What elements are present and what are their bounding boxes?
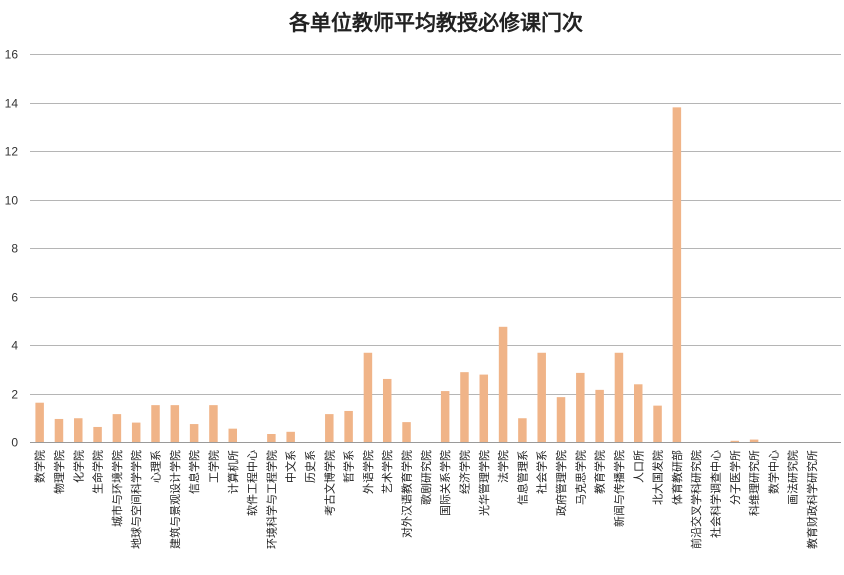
bar (344, 410, 353, 442)
bar (228, 428, 237, 442)
x-tick-label: 计算机所 (226, 450, 240, 494)
x-tick-label: 北大国发院 (651, 450, 665, 505)
y-axis-tick-labels: 0 2 4 6 8 10 12 14 16 (5, 48, 19, 450)
x-tick-label: 分子医学所 (728, 450, 742, 505)
x-tick-label: 地球与空间科学学院 (129, 450, 143, 549)
bar (672, 107, 682, 442)
bar (653, 405, 662, 443)
x-tick-label: 教育财政科学研究所 (805, 450, 819, 549)
x-tick-label: 体育教研部 (670, 450, 684, 505)
y-tick-label: 2 (11, 388, 18, 402)
x-tick-label: 歌剧研究院 (419, 450, 433, 505)
bar (634, 384, 643, 442)
bar (440, 391, 450, 442)
x-tick-label: 城市与环境学院 (110, 450, 124, 527)
y-tick-label: 6 (11, 291, 18, 305)
x-tick-label: 信息管理系 (515, 450, 529, 505)
x-tick-label: 国际关系学院 (438, 450, 452, 516)
y-tick-label: 4 (11, 339, 18, 353)
bar (151, 405, 160, 442)
bar (614, 352, 624, 442)
bar (749, 439, 759, 442)
x-tick-label: 心理系 (150, 450, 163, 483)
x-tick-label: 生命学院 (91, 450, 105, 494)
bar (460, 372, 469, 442)
chart-title: 各单位教师平均教授必修课门次 (288, 11, 583, 35)
x-tick-label: 数学中心 (766, 450, 780, 494)
bar (595, 389, 604, 442)
x-tick-label: 前沿交叉学科研究院 (689, 450, 703, 549)
bar (363, 352, 373, 442)
y-tick-label: 0 (11, 436, 18, 450)
x-tick-label: 画法研究院 (786, 450, 800, 505)
x-tick-label: 软件工程中心 (245, 450, 259, 516)
x-tick-label: 政府管理学院 (554, 450, 568, 516)
x-tick-label: 物理学院 (52, 450, 66, 494)
bar (170, 405, 180, 442)
bar (35, 402, 44, 442)
x-tick-label: 中文系 (284, 450, 298, 483)
x-tick-label: 环境科学与工程学院 (264, 450, 278, 549)
bar (131, 422, 141, 442)
bar (556, 397, 566, 442)
bar (537, 352, 546, 442)
x-tick-label: 法学院 (496, 450, 510, 483)
y-tick-label: 10 (5, 194, 19, 208)
x-tick-label: 马克思学院 (573, 450, 587, 505)
bar (112, 414, 122, 442)
bar (267, 434, 276, 442)
x-tick-label: 社会科学调查中心 (708, 450, 722, 538)
bar (730, 440, 740, 442)
x-tick-label: 社会学系 (535, 450, 549, 494)
y-tick-label: 8 (11, 242, 18, 256)
x-tick-label: 教育学院 (593, 450, 607, 494)
x-tick-label: 工学院 (206, 450, 220, 483)
x-tick-label: 光华管理学院 (477, 450, 491, 516)
bar (54, 418, 64, 442)
x-tick-label: 外语学院 (361, 450, 375, 494)
x-tick-label: 对外汉语教育学院 (400, 450, 414, 538)
bar (209, 405, 218, 442)
bar (189, 424, 199, 442)
gridlines (30, 54, 841, 395)
bar (479, 374, 489, 442)
x-tick-label: 新闻与传播学院 (612, 450, 626, 527)
bar (576, 372, 585, 442)
y-tick-label: 16 (5, 48, 19, 62)
bar (93, 426, 102, 442)
bar (325, 414, 334, 442)
x-tick-label: 哲学系 (342, 450, 356, 483)
x-tick-label: 人口所 (632, 450, 645, 483)
x-axis-tick-labels: 数学院 物理学院 化学院 生命学院 城市与环境学院 地球与空间科学学院 心理系 建筑与景观设计… (33, 450, 819, 549)
x-tick-label: 科维理研究所 (747, 450, 761, 516)
bar (498, 326, 508, 442)
x-tick-label: 艺术学院 (380, 450, 394, 494)
bar (286, 431, 295, 442)
x-tick-label: 信息学院 (187, 450, 201, 494)
x-tick-label: 建筑与景观设计学院 (168, 450, 182, 549)
x-tick-label: 数学院 (33, 450, 47, 483)
bar (402, 422, 411, 442)
bars (35, 107, 759, 443)
y-tick-label: 12 (5, 145, 19, 159)
bar (382, 378, 392, 442)
x-tick-label: 化学院 (71, 450, 85, 483)
y-tick-label: 14 (5, 97, 19, 111)
x-tick-label: 历史系 (304, 450, 317, 483)
x-tick-label: 考古文博学院 (322, 450, 336, 516)
bar (74, 418, 83, 442)
x-tick-label: 经济学院 (457, 450, 471, 494)
bar (518, 418, 527, 442)
